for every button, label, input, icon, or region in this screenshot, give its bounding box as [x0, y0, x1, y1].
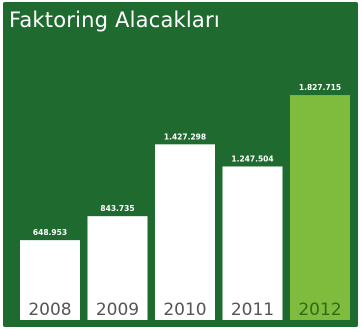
year-label-2012: 2012 [298, 300, 341, 320]
bar-2011 [222, 166, 283, 320]
year-label-2008: 2008 [28, 300, 71, 320]
chart-title: Faktoring Alacakları [9, 8, 220, 32]
bar-2008 [20, 240, 80, 320]
value-label-2010: 1.427.298 [164, 132, 206, 141]
value-label-2009: 843.735 [100, 204, 134, 213]
bar-2009 [87, 216, 148, 320]
value-label-2011: 1.247.504 [231, 154, 273, 163]
year-label-2010: 2010 [163, 300, 206, 320]
value-label-2012: 1.827.715 [299, 83, 341, 92]
value-label-2008: 648.953 [33, 228, 67, 237]
bar-2010 [155, 144, 215, 320]
bar-2012 [290, 95, 350, 320]
year-label-2011: 2011 [231, 300, 274, 320]
year-label-2009: 2009 [96, 300, 139, 320]
